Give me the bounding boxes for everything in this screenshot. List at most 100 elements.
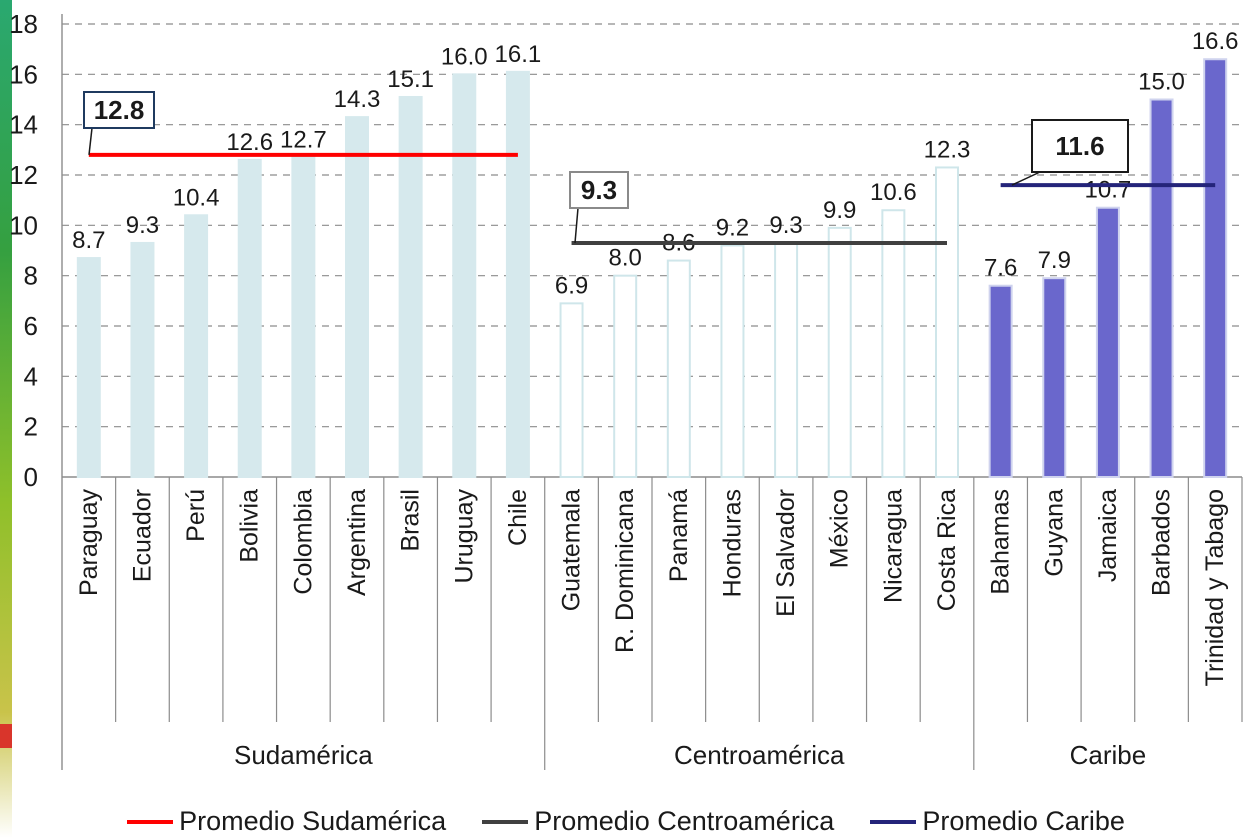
bar-r-dominicana [613, 274, 638, 478]
value-label: 9.2 [716, 214, 749, 241]
y-tick-label: 18 [9, 9, 38, 39]
average-value-label: 11.6 [1055, 131, 1104, 161]
category-label: Bolivia [236, 489, 264, 563]
bar-bahamas [988, 284, 1013, 478]
category-label: Colombia [289, 489, 317, 595]
average-value-label: 12.8 [94, 95, 145, 125]
bar-ecuador [130, 241, 155, 478]
category-label: Nicaragua [879, 489, 907, 603]
legend-swatch-caribe [870, 819, 917, 824]
category-label: México [826, 489, 854, 568]
category-label: Panamá [665, 489, 693, 582]
value-label: 9.9 [823, 197, 856, 224]
category-label: Paraguay [75, 489, 103, 597]
bar-nicaragua [881, 209, 906, 478]
group-label-centroamerica: Centroamérica [674, 740, 845, 770]
bar-uruguay [452, 73, 477, 478]
value-label: 7.9 [1038, 247, 1071, 274]
category-label: Jamaica [1094, 489, 1122, 582]
category-label: Bahamas [987, 489, 1015, 595]
legend: Promedio Sudamérica Promedio Centroaméri… [0, 806, 1252, 837]
category-label: Brasil [397, 489, 425, 552]
y-tick-label: 2 [24, 412, 38, 442]
y-tick-label: 4 [24, 361, 38, 391]
bar-costa-rica [935, 166, 959, 478]
value-label: 9.3 [126, 212, 159, 239]
value-label: 16.1 [495, 41, 542, 68]
value-label: 6.9 [555, 272, 588, 299]
value-label: 10.6 [870, 179, 917, 206]
y-tick-label: 0 [24, 462, 38, 492]
bar-barbados [1149, 98, 1174, 478]
bar-jamaica [1095, 206, 1120, 478]
background-decoration [0, 0, 12, 838]
bar-mexico [827, 226, 852, 478]
legend-label-sudamerica: Promedio Sudamérica [179, 806, 447, 836]
bar-chile [505, 70, 530, 478]
value-label: 8.0 [608, 245, 641, 272]
category-label: R. Dominicana [611, 489, 639, 653]
value-label: 15.1 [387, 66, 434, 93]
y-tick-label: 10 [9, 210, 38, 240]
bar-guatemala [559, 302, 584, 478]
category-label: Argentina [343, 489, 371, 596]
y-tick-label: 16 [9, 59, 38, 89]
bar-chart: 0 2 4 6 8 10 12 14 16 18 8.7 Paraguay 9.3 Ecuador 10.4… [9, 9, 1243, 770]
value-label: 14.3 [334, 86, 381, 113]
legend-item-centroamerica: Promedio Centroamérica [482, 806, 834, 837]
legend-label-centroamerica: Promedio Centroamérica [534, 806, 835, 836]
bar-brasil [398, 95, 423, 478]
y-tick-label: 6 [24, 311, 38, 341]
y-tick-label: 14 [9, 110, 38, 140]
category-label: Guyana [1040, 489, 1068, 577]
value-label: 16.0 [441, 43, 488, 70]
category-label: Perú [182, 489, 210, 542]
value-label: 10.7 [1085, 177, 1132, 204]
category-label: Chile [504, 489, 532, 546]
value-label: 12.7 [280, 126, 327, 153]
value-label: 8.7 [72, 227, 105, 254]
legend-item-sudamerica: Promedio Sudamérica [127, 806, 446, 837]
bar-argentina [345, 116, 369, 478]
bar-peru [184, 214, 209, 478]
category-label: Barbados [1148, 489, 1176, 596]
bar-trinidad-y-tabago [1203, 58, 1228, 478]
value-label: 15.0 [1138, 69, 1185, 96]
average-callout-box [1031, 119, 1129, 173]
category-label: Honduras [718, 489, 746, 597]
value-label: 7.6 [984, 255, 1017, 282]
bar-bolivia [237, 158, 262, 478]
legend-label-caribe: Promedio Caribe [922, 806, 1125, 836]
group-label-sudamerica: Sudamérica [234, 740, 373, 770]
bar-colombia [291, 156, 316, 478]
average-leader-line [574, 207, 579, 244]
legend-swatch-centroamerica [482, 819, 529, 824]
value-label: 12.3 [924, 136, 971, 163]
value-label: 16.6 [1192, 28, 1239, 55]
average-callout-box [83, 91, 155, 129]
category-label: Uruguay [450, 489, 478, 584]
category-label: Trinidad y Tabago [1201, 489, 1229, 686]
value-label: 12.6 [226, 129, 273, 156]
average-value-label: 9.3 [581, 175, 617, 205]
y-tick-label: 12 [9, 160, 38, 190]
bar-honduras [720, 244, 745, 478]
background-decoration-accent [0, 724, 12, 748]
legend-item-caribe: Promedio Caribe [870, 806, 1125, 837]
average-callout-box [569, 171, 629, 209]
bar-guyana [1042, 277, 1067, 478]
value-label: 9.3 [769, 212, 802, 239]
category-label: Ecuador [128, 489, 156, 582]
group-label-caribe: Caribe [1070, 740, 1147, 770]
bar-paraguay [76, 257, 101, 478]
category-label: Costa Rica [933, 489, 961, 611]
category-label: El Salvador [772, 489, 800, 617]
average-leader-line [88, 127, 93, 155]
bar-panama [666, 259, 691, 479]
value-label: 10.4 [173, 184, 220, 211]
y-tick-label: 8 [24, 261, 38, 291]
legend-swatch-sudamerica [127, 819, 174, 824]
bar-el-salvador [774, 241, 799, 478]
category-label: Guatemala [558, 489, 586, 611]
average-leader-line [1011, 171, 1041, 186]
